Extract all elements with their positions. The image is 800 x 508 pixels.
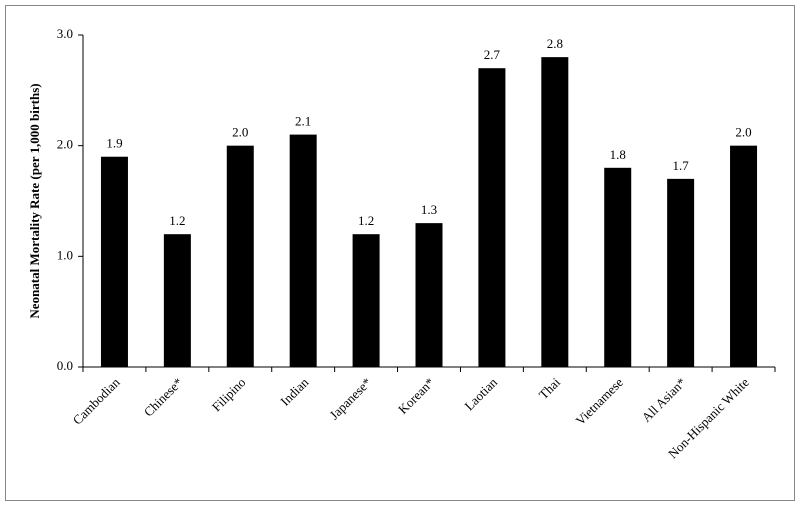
value-label: 1.3: [421, 202, 437, 217]
bar: [100, 156, 128, 367]
bar: [478, 68, 506, 367]
bar: [226, 145, 254, 367]
value-label: 2.7: [484, 47, 501, 62]
value-label: 2.0: [232, 125, 248, 140]
value-label: 1.2: [358, 213, 374, 228]
y-tick-label: 0.0: [57, 358, 73, 373]
value-label: 1.7: [673, 158, 690, 173]
bar: [541, 57, 569, 368]
value-label: 1.9: [106, 136, 122, 151]
value-label: 2.1: [295, 114, 311, 129]
bar: [289, 134, 317, 367]
y-tick-label: 1.0: [57, 247, 73, 262]
value-label: 1.8: [610, 147, 626, 162]
chart-frame: [5, 5, 795, 501]
y-axis-label: Neonatal Mortality Rate (per 1,000 birth…: [27, 83, 42, 318]
y-tick-label: 3.0: [57, 26, 73, 41]
value-label: 2.0: [735, 125, 751, 140]
value-label: 1.2: [169, 213, 185, 228]
y-tick-label: 2.0: [57, 137, 73, 152]
bar: [163, 234, 191, 367]
value-label: 2.8: [547, 36, 563, 51]
bar: [667, 178, 695, 367]
bar: [730, 145, 758, 367]
bar: [415, 223, 443, 367]
bar: [352, 234, 380, 367]
bar: [604, 167, 632, 367]
